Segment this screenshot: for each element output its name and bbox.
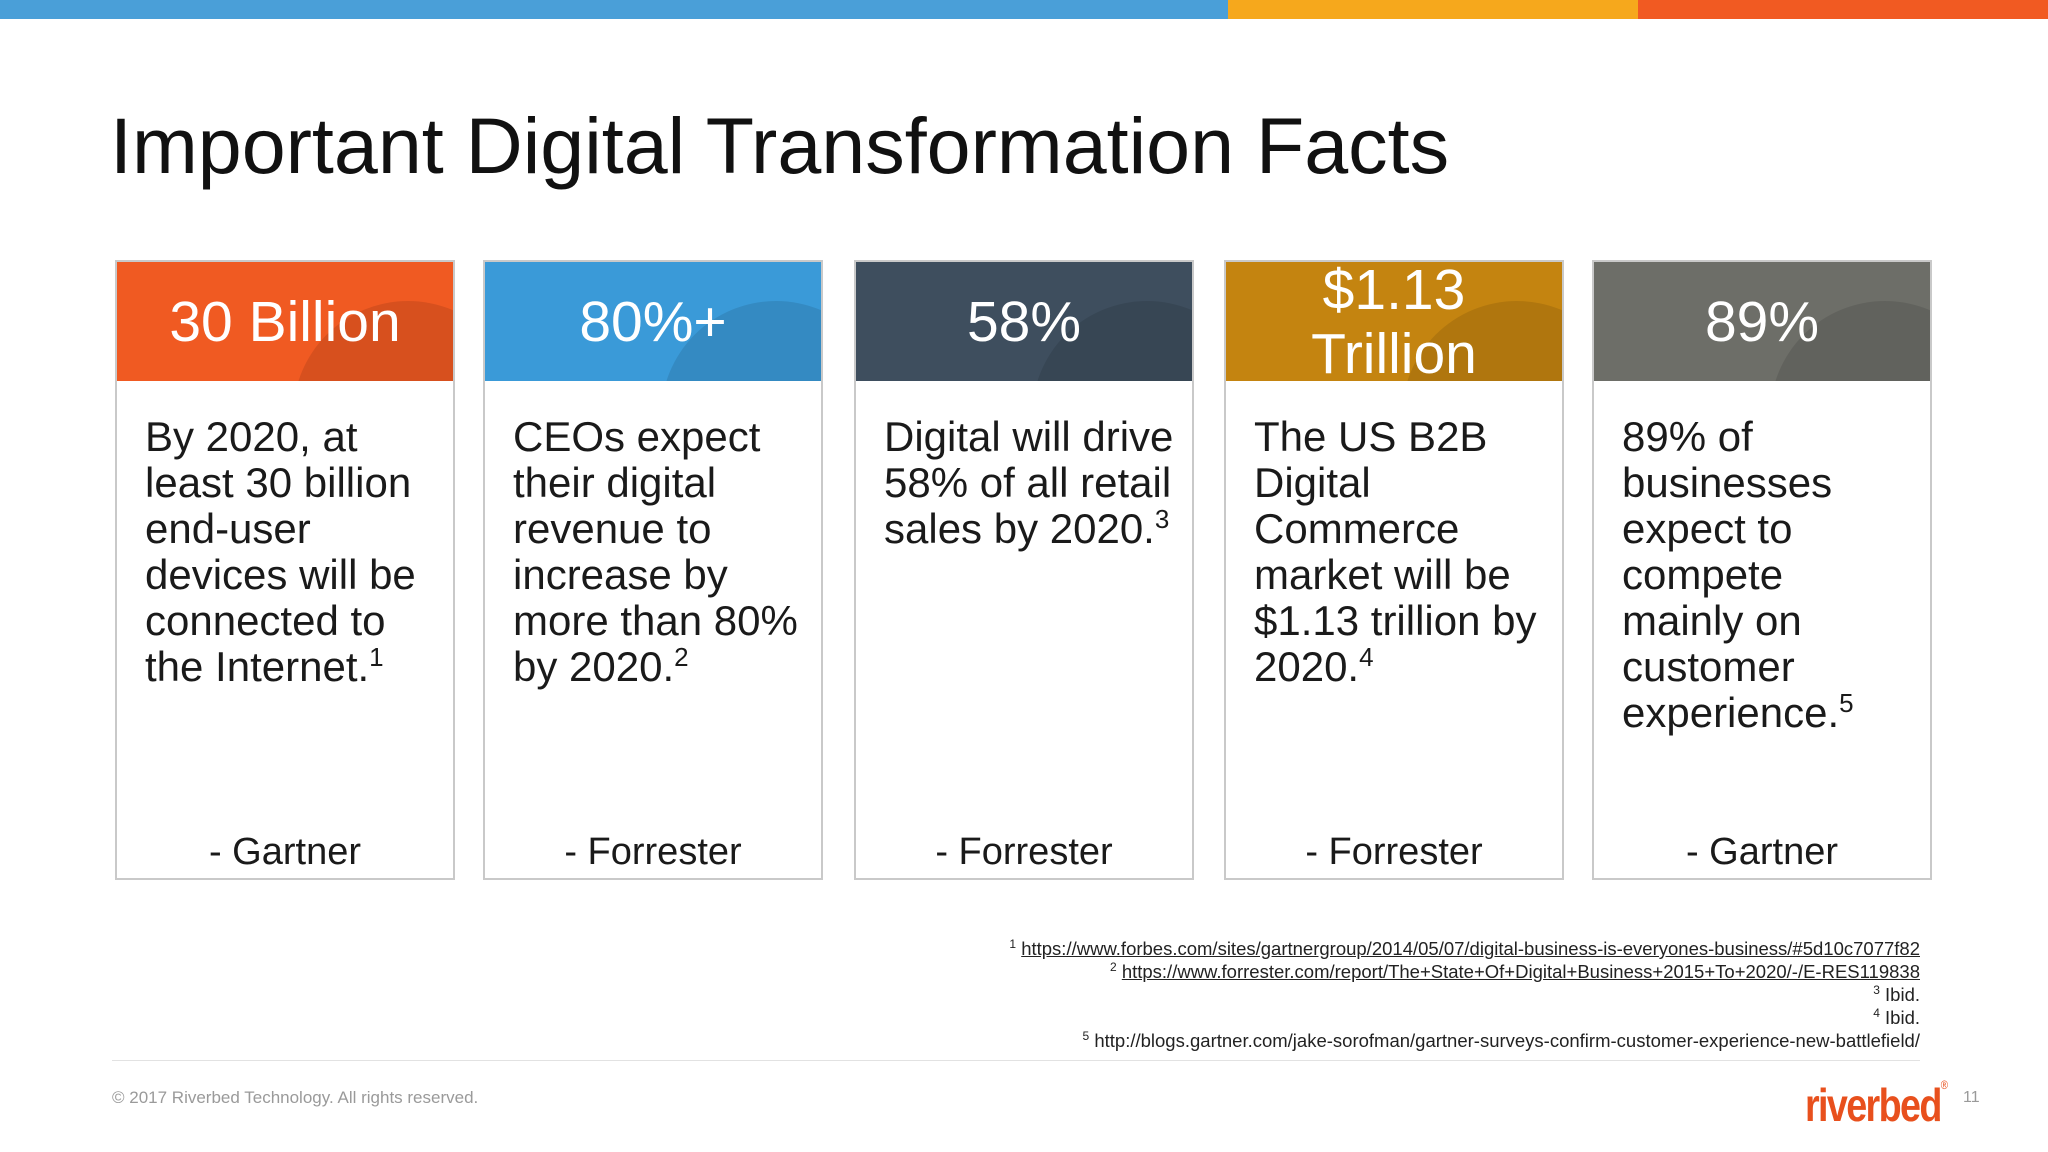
- footnote-number: 5: [1082, 1028, 1090, 1043]
- fact-card-body-text: CEOs expect their digital revenue to inc…: [513, 413, 798, 690]
- fact-card-source: - Forrester: [1305, 831, 1483, 873]
- fact-card-header: 89%: [1594, 262, 1930, 381]
- footnote-reference: 5: [1839, 688, 1854, 718]
- footnote: 2 https://www.forrester.com/report/The+S…: [1009, 960, 1920, 983]
- fact-card-headline: 80%+: [579, 289, 727, 354]
- footnote-number: 3: [1873, 982, 1880, 997]
- fact-card-source: - Forrester: [935, 831, 1113, 873]
- fact-card: $1.13 Trillion The US B2B Digital Commer…: [1224, 260, 1564, 880]
- fact-card-headline: 89%: [1704, 289, 1820, 354]
- footnote: 5 http://blogs.gartner.com/jake-sorofman…: [1009, 1029, 1920, 1052]
- footnote: 4 Ibid.: [1009, 1006, 1920, 1029]
- footnote: 1 https://www.forbes.com/sites/gartnergr…: [1009, 937, 1920, 960]
- footnote-link[interactable]: https://www.forbes.com/sites/gartnergrou…: [1021, 938, 1920, 959]
- trademark-symbol: ®: [1940, 1078, 1948, 1092]
- fact-card-header: $1.13 Trillion: [1226, 262, 1562, 381]
- footer-divider: [112, 1060, 1920, 1061]
- fact-card-text: By 2020, at least 30 billion end-user de…: [145, 414, 439, 690]
- fact-card-text: The US B2B Digital Commerce market will …: [1254, 414, 1548, 690]
- fact-card-source: - Forrester: [564, 831, 742, 873]
- footnote-number: 4: [1873, 1005, 1880, 1020]
- fact-card-header: 30 Billion: [117, 262, 453, 381]
- fact-card-headline: 58%: [966, 289, 1082, 354]
- footnote-text: Ibid.: [1885, 984, 1920, 1005]
- footnote-number: 2: [1109, 959, 1117, 974]
- fact-card-headline: $1.13 Trillion: [1311, 262, 1477, 381]
- fact-card-text: CEOs expect their digital revenue to inc…: [513, 414, 807, 690]
- fact-card-headline: 30 Billion: [169, 289, 401, 354]
- copyright-notice: © 2017 Riverbed Technology. All rights r…: [112, 1088, 479, 1107]
- fact-card: 89% 89% of businesses expect to compete …: [1592, 260, 1932, 880]
- slide-title: Important Digital Transformation Facts: [110, 101, 1450, 190]
- fact-card: 58% Digital will drive 58% of all retail…: [854, 260, 1194, 880]
- fact-card: 30 Billion By 2020, at least 30 billion …: [115, 260, 455, 880]
- fact-card-header: 80%+: [485, 262, 821, 381]
- fact-card-header: 58%: [856, 262, 1192, 381]
- fact-card-text: Digital will drive 58% of all retail sal…: [884, 414, 1178, 552]
- fact-card: 80%+ CEOs expect their digital revenue t…: [483, 260, 823, 880]
- footnote-link[interactable]: https://www.forrester.com/report/The+Sta…: [1121, 961, 1920, 982]
- fact-card-text: 89% of businesses expect to compete main…: [1622, 414, 1916, 736]
- fact-card-source: - Gartner: [208, 831, 362, 873]
- footnote-reference: 4: [1359, 642, 1374, 672]
- footnote-text: Ibid.: [1885, 1007, 1920, 1028]
- fact-card-source: - Gartner: [1685, 831, 1839, 873]
- logo-wordmark: riverbed: [1805, 1079, 1942, 1131]
- footnotes: 1 https://www.forbes.com/sites/gartnergr…: [1009, 937, 1920, 1052]
- footnote-reference: 2: [674, 642, 689, 672]
- fact-card-body-text: The US B2B Digital Commerce market will …: [1254, 413, 1537, 690]
- fact-card-body-text: By 2020, at least 30 billion end-user de…: [145, 413, 416, 690]
- top-bar-blue-segment: [0, 0, 1228, 19]
- page-number: 11: [1963, 1089, 1980, 1106]
- footnote-text: http://blogs.gartner.com/jake-sorofman/g…: [1094, 1030, 1920, 1051]
- footnote-number: 1: [1009, 936, 1017, 951]
- riverbed-logo: riverbed®: [1805, 1078, 1948, 1132]
- fact-card-body-text: 89% of businesses expect to compete main…: [1622, 413, 1840, 736]
- top-color-bar: [0, 0, 2048, 19]
- top-bar-orange-segment: [1638, 0, 2048, 19]
- footnote-reference: 3: [1154, 504, 1170, 534]
- fact-card-body-text: Digital will drive 58% of all retail sal…: [884, 413, 1174, 552]
- top-bar-yellow-segment: [1228, 0, 1638, 19]
- footnote-reference: 1: [369, 642, 384, 672]
- footnote: 3 Ibid.: [1009, 983, 1920, 1006]
